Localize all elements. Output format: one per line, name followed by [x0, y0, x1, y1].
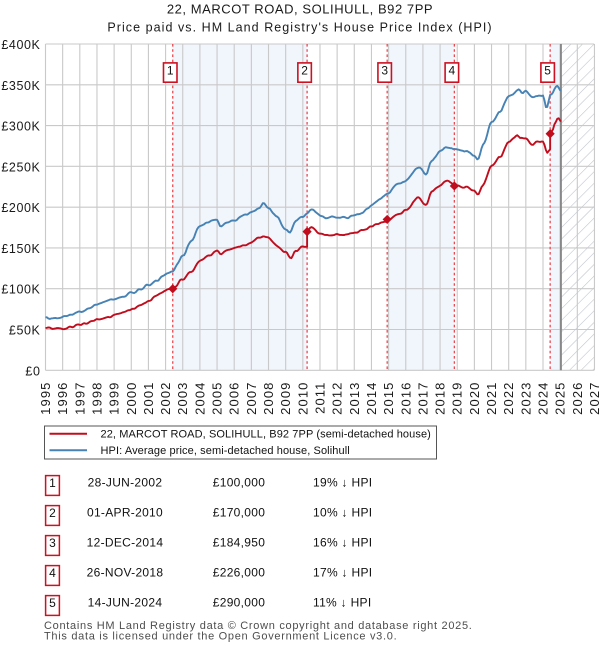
svg-text:2008: 2008 [261, 382, 276, 415]
svg-text:2012: 2012 [330, 382, 345, 415]
svg-text:01-APR-2010: 01-APR-2010 [87, 506, 163, 520]
svg-text:£50K: £50K [9, 324, 41, 338]
svg-text:£170,000: £170,000 [213, 506, 265, 520]
svg-text:2010: 2010 [295, 382, 310, 415]
svg-text:2000: 2000 [124, 382, 139, 415]
svg-text:1996: 1996 [55, 382, 70, 415]
svg-text:£184,950: £184,950 [213, 536, 265, 550]
svg-text:1998: 1998 [89, 382, 104, 415]
svg-text:2005: 2005 [210, 382, 225, 415]
svg-text:2016: 2016 [398, 382, 413, 415]
svg-text:2019: 2019 [450, 382, 465, 415]
svg-text:2023: 2023 [518, 382, 533, 415]
svg-text:2003: 2003 [175, 382, 190, 415]
svg-text:2027: 2027 [587, 382, 600, 415]
svg-text:2015: 2015 [381, 382, 396, 415]
svg-text:2: 2 [301, 64, 308, 78]
svg-text:2009: 2009 [278, 382, 293, 415]
svg-text:2004: 2004 [192, 382, 207, 415]
svg-text:4: 4 [49, 566, 56, 580]
svg-text:Price paid vs. HM Land Registr: Price paid vs. HM Land Registry's House … [107, 21, 492, 35]
svg-text:2021: 2021 [484, 382, 499, 415]
svg-text:£0: £0 [25, 364, 40, 378]
svg-text:2: 2 [49, 506, 56, 520]
svg-text:2025: 2025 [553, 382, 568, 415]
svg-text:1999: 1999 [107, 382, 122, 415]
svg-text:£200K: £200K [1, 201, 40, 215]
svg-text:3: 3 [381, 64, 388, 78]
svg-text:1: 1 [167, 64, 174, 78]
svg-text:28-JUN-2002: 28-JUN-2002 [88, 476, 163, 490]
svg-text:2018: 2018 [433, 382, 448, 415]
svg-text:2026: 2026 [570, 382, 585, 415]
svg-text:£150K: £150K [1, 242, 40, 256]
svg-text:£400K: £400K [1, 38, 40, 52]
svg-text:5: 5 [544, 64, 551, 78]
svg-text:£100,000: £100,000 [213, 476, 265, 490]
svg-text:This data is licensed under th: This data is licensed under the Open Gov… [44, 631, 397, 643]
svg-text:2020: 2020 [467, 382, 482, 415]
svg-text:£100K: £100K [1, 283, 40, 297]
svg-text:2017: 2017 [415, 382, 430, 415]
svg-text:£350K: £350K [1, 79, 40, 93]
svg-text:£250K: £250K [1, 160, 40, 174]
svg-text:2001: 2001 [141, 382, 156, 415]
svg-text:5: 5 [49, 596, 56, 610]
svg-text:12-DEC-2014: 12-DEC-2014 [87, 536, 164, 550]
svg-text:HPI: Average price, semi-detac: HPI: Average price, semi-detached house,… [101, 445, 350, 457]
svg-text:1: 1 [49, 476, 56, 490]
svg-text:26-NOV-2018: 26-NOV-2018 [87, 566, 164, 580]
svg-text:Contains HM Land Registry data: Contains HM Land Registry data © Crown c… [44, 620, 473, 632]
svg-text:£300K: £300K [1, 120, 40, 134]
svg-text:2022: 2022 [501, 382, 516, 415]
svg-text:10% ↓ HPI: 10% ↓ HPI [313, 506, 372, 520]
svg-text:£226,000: £226,000 [213, 566, 265, 580]
svg-text:1995: 1995 [38, 382, 53, 415]
svg-text:22, MARCOT ROAD, SOLIHULL, B92: 22, MARCOT ROAD, SOLIHULL, B92 7PP (semi… [101, 429, 431, 441]
svg-text:2014: 2014 [364, 382, 379, 415]
svg-text:2007: 2007 [244, 382, 259, 415]
svg-text:2011: 2011 [312, 382, 327, 414]
svg-text:22, MARCOT ROAD, SOLIHULL, B92: 22, MARCOT ROAD, SOLIHULL, B92 7PP [167, 2, 433, 17]
svg-text:2006: 2006 [227, 382, 242, 415]
svg-text:1997: 1997 [72, 382, 87, 415]
svg-text:17% ↓ HPI: 17% ↓ HPI [313, 566, 372, 580]
svg-text:19% ↓ HPI: 19% ↓ HPI [313, 476, 372, 490]
svg-text:11% ↓ HPI: 11% ↓ HPI [313, 596, 372, 610]
svg-text:3: 3 [49, 536, 56, 550]
svg-text:14-JUN-2024: 14-JUN-2024 [88, 596, 163, 610]
svg-text:2013: 2013 [347, 382, 362, 415]
svg-text:£290,000: £290,000 [213, 596, 265, 610]
svg-text:16% ↓ HPI: 16% ↓ HPI [313, 536, 372, 550]
svg-text:2024: 2024 [536, 382, 551, 415]
svg-text:2002: 2002 [158, 382, 173, 415]
svg-text:4: 4 [449, 64, 456, 78]
